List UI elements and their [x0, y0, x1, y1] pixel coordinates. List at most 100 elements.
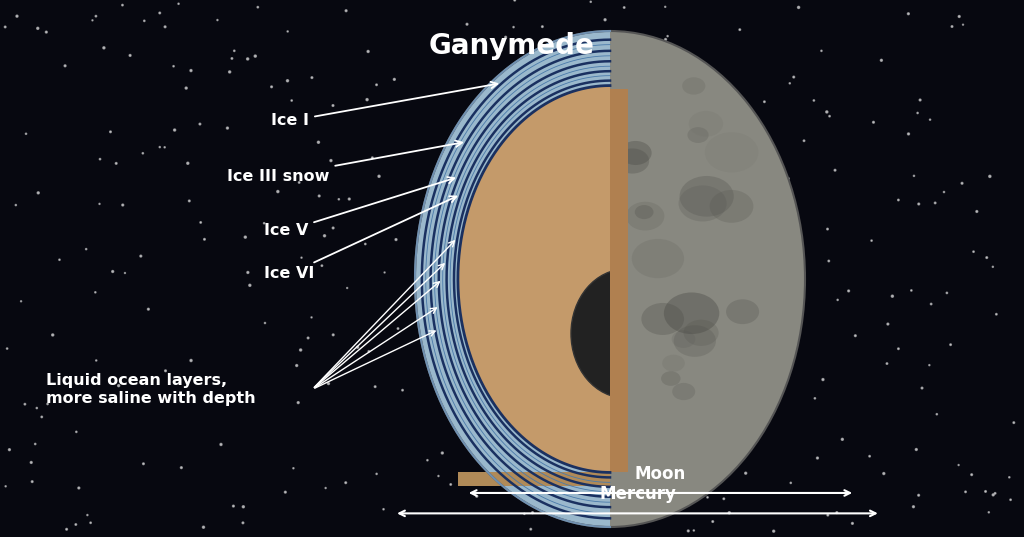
Point	[981, 508, 997, 517]
Point	[115, 1, 131, 9]
Point	[566, 116, 583, 125]
Point	[178, 84, 195, 92]
Point	[605, 191, 622, 199]
Point	[371, 172, 387, 180]
Point	[657, 35, 674, 43]
Ellipse shape	[689, 111, 723, 137]
Point	[820, 257, 837, 265]
Point	[722, 311, 738, 320]
Point	[969, 207, 985, 216]
Point	[680, 527, 696, 535]
Point	[1006, 418, 1022, 427]
Text: Ganymede: Ganymede	[429, 32, 595, 60]
Point	[341, 195, 357, 204]
Point	[516, 510, 532, 518]
Point	[780, 174, 797, 183]
Point	[165, 62, 181, 70]
Point	[739, 381, 756, 390]
Point	[286, 464, 302, 473]
Ellipse shape	[626, 202, 665, 230]
Point	[711, 298, 727, 307]
Ellipse shape	[662, 371, 681, 386]
Point	[158, 366, 174, 375]
Point	[181, 197, 198, 205]
Point	[134, 149, 151, 157]
Ellipse shape	[710, 190, 754, 223]
Point	[300, 333, 316, 342]
Point	[240, 55, 256, 63]
Point	[459, 20, 475, 28]
Point	[813, 47, 829, 55]
Point	[104, 267, 121, 276]
Point	[597, 16, 613, 24]
Ellipse shape	[454, 81, 766, 477]
Ellipse shape	[615, 148, 649, 173]
Point	[1001, 473, 1018, 482]
Point	[316, 231, 333, 240]
Point	[731, 25, 748, 34]
Point	[469, 492, 485, 500]
Point	[82, 518, 98, 527]
Point	[618, 238, 635, 246]
Point	[225, 502, 242, 510]
Point	[140, 305, 157, 314]
Point	[785, 73, 802, 82]
Point	[88, 12, 104, 20]
Point	[957, 488, 974, 496]
Point	[518, 204, 535, 213]
Ellipse shape	[680, 176, 734, 216]
Point	[766, 527, 782, 535]
Point	[781, 79, 798, 88]
Point	[0, 344, 15, 353]
Point	[900, 129, 916, 138]
Point	[922, 361, 938, 369]
Point	[1002, 496, 1019, 504]
Point	[527, 72, 544, 81]
Point	[236, 503, 252, 511]
Point	[284, 96, 300, 105]
Point	[544, 129, 560, 137]
Point	[966, 248, 982, 256]
Ellipse shape	[620, 141, 651, 165]
Point	[256, 219, 272, 228]
Point	[226, 47, 243, 55]
Ellipse shape	[458, 85, 762, 473]
Point	[280, 76, 296, 85]
Ellipse shape	[672, 330, 695, 348]
Ellipse shape	[571, 269, 680, 398]
Point	[890, 195, 906, 204]
Point	[369, 469, 385, 478]
Point	[17, 129, 34, 138]
Point	[616, 3, 633, 12]
Point	[772, 281, 788, 289]
Point	[950, 461, 967, 469]
Point	[705, 517, 721, 526]
Point	[269, 187, 286, 196]
Point	[861, 452, 878, 461]
Point	[738, 361, 755, 370]
Point	[622, 155, 638, 163]
Point	[524, 509, 541, 517]
Point	[325, 331, 341, 339]
Point	[191, 120, 208, 128]
Ellipse shape	[451, 76, 770, 482]
Point	[360, 347, 377, 355]
Point	[92, 155, 109, 163]
Point	[880, 320, 896, 328]
Point	[234, 519, 251, 527]
Point	[668, 49, 684, 57]
Point	[672, 91, 688, 99]
Point	[686, 526, 702, 535]
Ellipse shape	[641, 303, 684, 335]
Ellipse shape	[663, 354, 685, 372]
Point	[884, 292, 900, 301]
Point	[30, 24, 46, 33]
Point	[179, 159, 196, 168]
Point	[135, 460, 152, 468]
Point	[95, 43, 112, 52]
Point	[209, 16, 225, 24]
Point	[944, 22, 961, 31]
Point	[554, 204, 570, 212]
Point	[369, 81, 385, 89]
Point	[87, 288, 103, 296]
